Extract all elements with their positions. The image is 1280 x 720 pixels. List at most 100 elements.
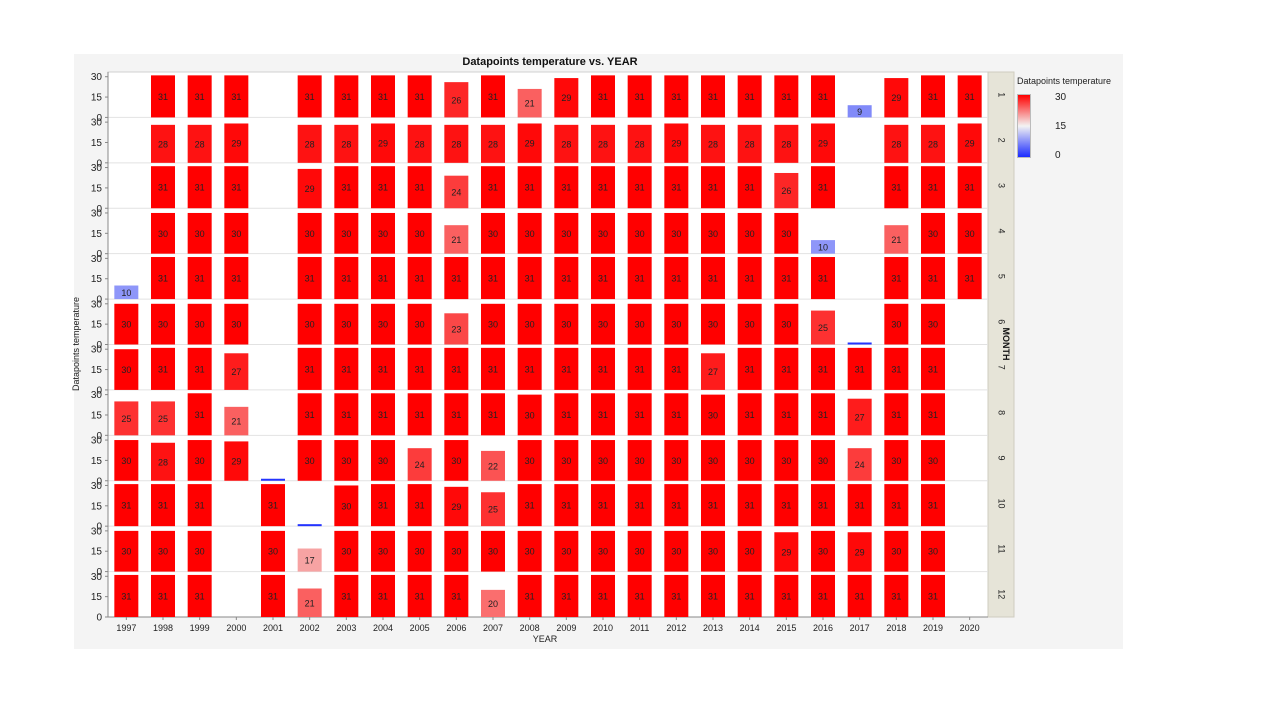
bar-2016-month-6 <box>811 310 835 345</box>
x-tick-label: 1997 <box>116 623 136 633</box>
bar-2008-month-2 <box>517 123 542 163</box>
bar-value-label: 31 <box>635 501 645 511</box>
bar-value-label: 30 <box>891 320 901 330</box>
bar-2013-month-6 <box>701 303 725 345</box>
bar-value-label: 31 <box>525 274 535 284</box>
bar-2005-month-8 <box>407 393 432 436</box>
bar-value-label: 30 <box>671 229 681 239</box>
bar-2004-month-9 <box>371 440 395 481</box>
legend-tick-min: 0 <box>1055 150 1061 161</box>
bar-2009-month-4 <box>554 212 579 254</box>
bar-value-label: 29 <box>561 93 571 103</box>
bar-2010-month-7 <box>591 347 615 390</box>
bar-value-label: 31 <box>451 410 461 420</box>
bar-value-label: 10 <box>121 288 131 298</box>
bar-value-label: 30 <box>525 229 535 239</box>
bar-value-label: 30 <box>671 320 681 330</box>
bar-2017-month-1 <box>847 105 872 118</box>
bar-2014-month-3 <box>737 166 762 209</box>
bar-value-label: 31 <box>195 364 205 374</box>
y-tick-label: 15 <box>91 274 103 285</box>
bar-2010-month-12 <box>591 574 615 617</box>
bar-value-label: 31 <box>305 92 315 102</box>
x-tick-label: 2010 <box>593 623 613 633</box>
bar-value-label: 25 <box>158 414 168 424</box>
bar-2008-month-6 <box>517 303 542 345</box>
bar-value-label: 30 <box>598 547 608 557</box>
bar-value-label: 30 <box>745 456 755 466</box>
bar-2016-month-3 <box>811 166 835 209</box>
bar-value-label: 31 <box>781 364 791 374</box>
bar-2014-month-11 <box>737 530 762 572</box>
bar-2008-month-12 <box>517 574 542 617</box>
bar-2011-month-9 <box>627 440 652 481</box>
bar-value-label: 31 <box>415 501 425 511</box>
bar-2003-month-1 <box>334 75 359 118</box>
bar-2015-month-3 <box>774 172 799 209</box>
bar-value-label: 31 <box>598 92 608 102</box>
x-tick-label: 2000 <box>226 623 246 633</box>
bar-2014-month-5 <box>737 257 762 300</box>
bar-2016-month-9 <box>811 440 835 481</box>
bar-value-label: 31 <box>231 183 241 193</box>
bar-2018-month-5 <box>884 257 909 300</box>
bar-value-label: 30 <box>745 547 755 557</box>
bar-1998-month-6 <box>151 303 175 345</box>
bar-value-label: 30 <box>891 456 901 466</box>
bar-value-label: 30 <box>671 456 681 466</box>
bar-1998-month-2 <box>151 124 175 163</box>
bar-2020-month-2 <box>957 123 982 163</box>
bar-2005-month-10 <box>407 484 432 527</box>
bar-2013-month-2 <box>701 124 725 163</box>
x-tick-label: 2017 <box>850 623 870 633</box>
bar-1998-month-1 <box>151 75 175 118</box>
bar-2007-month-10 <box>481 492 505 527</box>
bar-value-label: 25 <box>121 414 131 424</box>
bar-2007-month-9 <box>481 450 505 481</box>
bar-2011-month-4 <box>627 212 652 254</box>
bar-value-label: 31 <box>781 591 791 601</box>
bar-2010-month-6 <box>591 303 615 345</box>
bar-2004-month-4 <box>371 212 395 254</box>
y-tick-label: 0 <box>96 340 102 351</box>
y-axis-label: Datapoints temperature <box>71 296 81 392</box>
bar-value-label: 25 <box>818 323 828 333</box>
bar-2016-month-4 <box>811 240 835 254</box>
bar-2014-month-9 <box>737 440 762 481</box>
bar-2018-month-7 <box>884 347 909 390</box>
bar-value-label: 30 <box>415 229 425 239</box>
bar-value-label: 29 <box>855 547 865 557</box>
bar-2014-month-12 <box>737 574 762 617</box>
month-label: 7 <box>997 365 1007 370</box>
bar-2007-month-12 <box>481 589 505 617</box>
x-tick-label: 2016 <box>813 623 833 633</box>
bar-2007-month-5 <box>481 257 505 300</box>
bar-value-label: 30 <box>745 229 755 239</box>
bar-2019-month-2 <box>921 124 945 163</box>
bar-value-label: 21 <box>231 417 241 427</box>
bar-2004-month-5 <box>371 257 395 300</box>
bar-value-label: 31 <box>195 92 205 102</box>
bar-2002-month-5 <box>297 257 322 300</box>
x-tick-label: 2001 <box>263 623 283 633</box>
bar-2018-month-6 <box>884 303 909 345</box>
bar-value-label: 30 <box>195 547 205 557</box>
bar-2019-month-10 <box>921 484 945 527</box>
bar-value-label: 31 <box>781 92 791 102</box>
y-tick-label: 15 <box>91 592 103 603</box>
bar-value-label: 26 <box>781 186 791 196</box>
bar-2008-month-8 <box>517 394 542 436</box>
bar-1999-month-5 <box>187 257 212 300</box>
bar-value-label: 30 <box>378 229 388 239</box>
x-axis-label: YEAR <box>532 634 558 644</box>
bar-2006-month-9 <box>444 440 469 481</box>
bar-1999-month-9 <box>187 440 212 481</box>
bar-2004-month-7 <box>371 347 395 390</box>
bar-value-label: 31 <box>928 274 938 284</box>
bar-2011-month-8 <box>627 393 652 436</box>
bar-2014-month-2 <box>737 124 762 163</box>
bar-value-label: 31 <box>965 92 975 102</box>
bar-value-label: 31 <box>488 364 498 374</box>
bar-2019-month-4 <box>921 212 945 254</box>
bar-2001-month-9 <box>261 478 285 481</box>
